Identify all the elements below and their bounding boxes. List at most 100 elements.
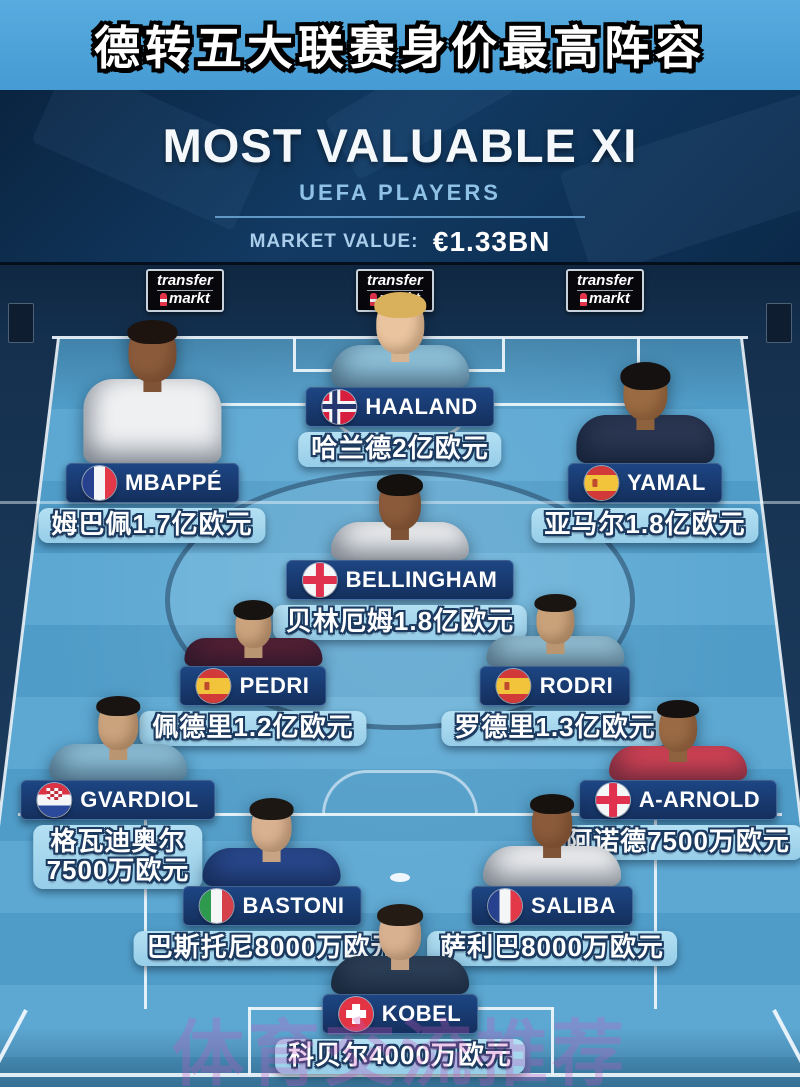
player-photo	[178, 600, 328, 666]
penalty-box-bottom-top-edge	[18, 813, 782, 816]
england-flag-icon	[302, 563, 337, 597]
norway-flag-icon	[322, 390, 357, 424]
player-nameplate: PEDRI	[179, 666, 327, 706]
spain-flag-icon	[196, 669, 231, 703]
player-name: BASTONI	[242, 893, 345, 918]
player-value-line2: 7500万欧元	[46, 855, 190, 886]
player-name: A-ARNOLD	[638, 787, 761, 812]
player-yamal: YAMAL 亚马尔1.8亿欧元	[531, 362, 759, 544]
player-value-plate: 罗德里1.3亿欧元	[441, 711, 669, 747]
player-photo	[325, 292, 475, 387]
market-value-row: MARKET VALUE: €1.33BN	[0, 226, 800, 258]
player-photo	[480, 594, 630, 666]
player-nameplate: RODRI	[479, 666, 631, 706]
player-value: 贝林厄姆1.8亿欧元	[285, 606, 515, 636]
transfermarkt-mascot-icon	[580, 292, 587, 306]
player-rodri: RODRI 罗德里1.3亿欧元	[441, 594, 669, 747]
player-value-line1: 格瓦迪奥尔	[50, 826, 186, 856]
player-photo	[197, 798, 347, 886]
player-nameplate: SALIBA	[471, 886, 633, 926]
transfermarkt-mascot-icon	[370, 292, 377, 306]
player-nameplate: KOBEL	[321, 994, 479, 1034]
player-photo	[43, 696, 193, 780]
player-bastoni: BASTONI 巴斯托尼8000万欧元	[133, 798, 411, 967]
goal-area-bottom-left-edge	[248, 1007, 251, 1075]
player-name: BELLINGHAM	[345, 567, 498, 592]
switzerland-flag-icon	[338, 997, 373, 1031]
player-value-plate: 姆巴佩1.7亿欧元	[38, 508, 266, 544]
player-mbappe: MBAPPÉ 姆巴佩1.7亿欧元	[38, 320, 266, 544]
player-name: KOBEL	[381, 1001, 462, 1026]
spain-flag-icon	[584, 466, 619, 500]
transfermarkt-logo-text: transfer	[367, 272, 423, 291]
side-ad-board	[766, 303, 792, 343]
page-title: MOST VALUABLE XI	[162, 119, 638, 172]
player-name: RODRI	[539, 673, 614, 698]
penalty-box-bottom-right-edge	[654, 813, 657, 1009]
player-pedri: PEDRI 佩德里1.2亿欧元	[139, 600, 367, 747]
player-nameplate: A-ARNOLD	[578, 780, 778, 820]
side-ad-board	[8, 303, 34, 343]
player-value-plate: 亚马尔1.8亿欧元	[531, 508, 759, 544]
top-banner: 德转五大联赛身价最高阵容	[0, 0, 800, 90]
banner-title: 德转五大联赛身价最高阵容	[94, 22, 706, 74]
player-value: 哈兰德2亿欧元	[311, 433, 489, 463]
player-value: 佩德里1.2亿欧元	[152, 712, 354, 742]
player-nameplate: HAALAND	[305, 387, 495, 427]
market-value-label: MARKET VALUE:	[249, 231, 419, 252]
goal-area-bottom-right-edge	[551, 1007, 554, 1075]
header: MOST VALUABLE XI UEFA PLAYERS MARKET VAL…	[0, 90, 800, 265]
player-value-plate: 科贝尔4000万欧元	[275, 1039, 525, 1075]
market-value: €1.33BN	[432, 226, 551, 257]
england-flag-icon	[595, 783, 630, 817]
transfermarkt-logo: transfer markt	[146, 269, 224, 312]
transfermarkt-logo: transfer markt	[566, 269, 644, 312]
player-name: HAALAND	[365, 394, 478, 419]
france-flag-icon	[81, 466, 116, 500]
player-name: MBAPPÉ	[124, 470, 223, 495]
player-value-plate: 萨利巴8000万欧元	[427, 931, 677, 967]
penalty-spot	[390, 873, 410, 882]
player-value-plate: 哈兰德2亿欧元	[298, 432, 502, 468]
player-value-plate: 贝林厄姆1.8亿欧元	[272, 605, 528, 641]
penalty-box-bottom-left-edge	[144, 813, 147, 1009]
player-photo	[325, 474, 475, 560]
player-value-plate: 格瓦迪奥尔 7500万欧元	[33, 825, 203, 890]
transfermarkt-logo-text: markt	[157, 291, 213, 307]
player-value: 姆巴佩1.7亿欧元	[51, 509, 253, 539]
player-name: GVARDIOL	[80, 787, 199, 812]
player-haaland: HAALAND 哈兰德2亿欧元	[298, 292, 502, 468]
player-name: SALIBA	[531, 893, 616, 918]
transfermarkt-logo-text: markt	[577, 291, 633, 307]
player-photo	[570, 362, 720, 463]
italy-flag-icon	[199, 889, 234, 923]
goal-line-bottom	[0, 1073, 800, 1077]
player-value: 萨利巴8000万欧元	[440, 932, 664, 962]
page-subtitle: UEFA PLAYERS	[299, 180, 501, 205]
player-gvardiol: GVARDIOL 格瓦迪奥尔 7500万欧元	[20, 696, 216, 890]
player-name: YAMAL	[627, 470, 706, 495]
player-bellingham: BELLINGHAM 贝林厄姆1.8亿欧元	[272, 474, 528, 641]
player-nameplate: GVARDIOL	[20, 780, 216, 820]
player-photo	[477, 794, 627, 886]
player-value-plate: 佩德里1.2亿欧元	[139, 711, 367, 747]
transfermarkt-logo-text: transfer	[577, 272, 633, 291]
player-nameplate: YAMAL	[567, 463, 723, 503]
transfermarkt-logo-text: transfer	[157, 272, 213, 291]
transfermarkt-mascot-icon	[160, 292, 167, 306]
croatia-flag-icon	[37, 783, 72, 817]
player-value: 亚马尔1.8亿欧元	[544, 509, 746, 539]
player-value: 罗德里1.3亿欧元	[454, 712, 656, 742]
player-kobel: KOBEL 科贝尔4000万欧元	[275, 904, 525, 1075]
header-divider	[215, 216, 585, 218]
corner-line-left	[0, 1009, 28, 1075]
corner-line-right	[772, 1009, 800, 1075]
france-flag-icon	[488, 889, 523, 923]
player-saliba: SALIBA 萨利巴8000万欧元	[427, 794, 677, 967]
player-nameplate: BELLINGHAM	[285, 560, 515, 600]
player-photo	[325, 904, 475, 994]
player-photo	[603, 700, 753, 780]
player-nameplate: MBAPPÉ	[64, 463, 240, 503]
player-value: 科贝尔4000万欧元	[288, 1040, 512, 1070]
